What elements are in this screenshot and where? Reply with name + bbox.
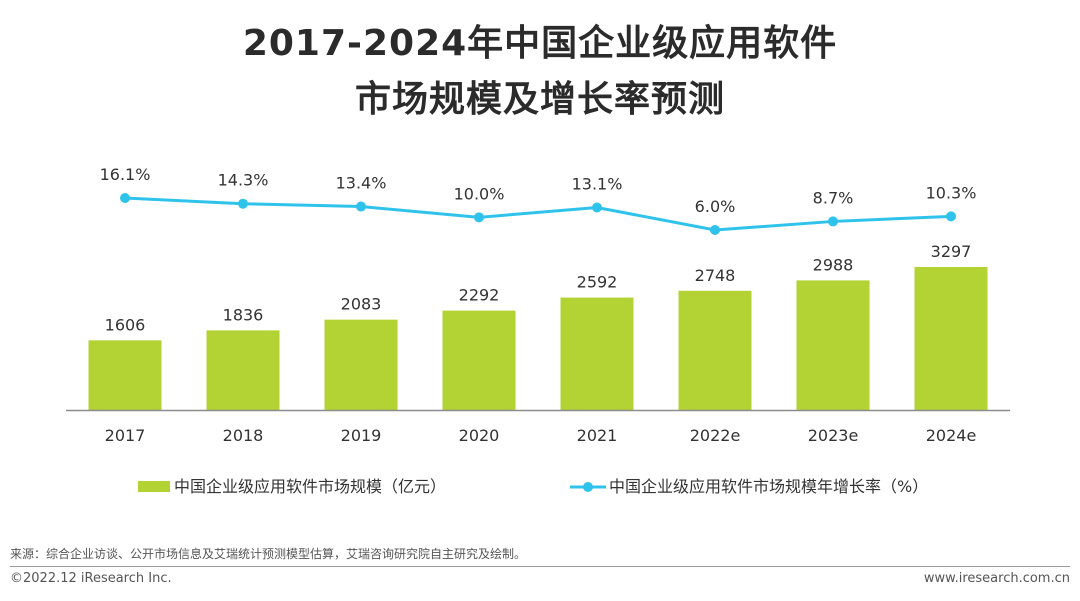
- growth-rate-point: [356, 201, 366, 212]
- source-note: 来源：综合企业访谈、公开市场信息及艾瑞统计预测模型估算，艾瑞咨询研究院自主研究及…: [10, 547, 527, 561]
- growth-rate-label: 10.3%: [926, 183, 977, 202]
- growth-rate-line: [124, 196, 952, 232]
- bar-value-label: 1606: [105, 315, 146, 334]
- legend-item-line: 中国企业级应用软件市场规模年增长率（%）: [570, 477, 928, 496]
- growth-rate-point: [238, 198, 248, 209]
- x-tick-label: 2019: [341, 426, 382, 445]
- bar: [796, 280, 870, 410]
- x-tick-label: 2018: [223, 426, 264, 445]
- growth-rate-point: [474, 212, 484, 223]
- growth-rate-label: 13.1%: [572, 174, 623, 193]
- growth-rate-label: 16.1%: [100, 165, 151, 184]
- growth-rate-point: [828, 216, 838, 227]
- bar: [88, 340, 162, 410]
- bar-value-label: 2083: [341, 295, 382, 314]
- growth-rate-label: 8.7%: [813, 188, 854, 207]
- growth-rate-point: [946, 211, 956, 222]
- legend-item-bar: 中国企业级应用软件市场规模（亿元）: [138, 477, 446, 496]
- legend-swatch-bar: [138, 481, 170, 492]
- growth-rate-point: [120, 192, 130, 203]
- growth-rate-label: 10.0%: [454, 184, 505, 203]
- combo-chart: 1606 1836 2083 2292 2592 2748 2988 3297 2017 201…: [66, 165, 1010, 496]
- growth-rate-label: 13.4%: [336, 174, 387, 193]
- legend-label-line: 中国企业级应用软件市场规模年增长率（%）: [609, 477, 928, 496]
- growth-rate-label: 6.0%: [695, 197, 736, 216]
- growth-rate-label: 14.3%: [218, 171, 269, 190]
- bar: [914, 267, 988, 410]
- x-tick-label: 2017: [105, 426, 146, 445]
- x-tick-label: 2020: [459, 426, 500, 445]
- x-tick-label: 2021: [577, 426, 618, 445]
- bar-value-label: 2592: [577, 273, 618, 292]
- copyright-text: ©2022.12 iResearch Inc.: [10, 571, 172, 586]
- bar: [678, 290, 752, 410]
- growth-rate-point: [592, 202, 602, 213]
- bar: [442, 310, 516, 410]
- bar-value-label: 3297: [931, 242, 972, 261]
- legend-label-bar: 中国企业级应用软件市场规模（亿元）: [174, 477, 446, 496]
- bar-value-label: 1836: [223, 305, 264, 324]
- bar: [560, 297, 634, 410]
- website-link[interactable]: www.iresearch.com.cn: [923, 571, 1070, 586]
- x-tick-label: 2022e: [690, 426, 741, 445]
- x-tick-label: 2023e: [808, 426, 859, 445]
- x-tick-label: 2024e: [926, 426, 977, 445]
- bar: [206, 330, 280, 410]
- footer-divider: [10, 566, 1070, 567]
- page-title-line-2: 市场规模及增长率预测: [354, 79, 725, 120]
- legend-swatch-point: [583, 482, 593, 492]
- growth-rate-point: [710, 224, 720, 235]
- bar: [324, 319, 398, 410]
- bar-value-label: 2748: [695, 266, 736, 285]
- page-title-line-1: 2017-2024年中国企业级应用软件: [242, 23, 838, 64]
- bar-value-label: 2988: [813, 255, 854, 274]
- bar-value-label: 2292: [459, 286, 500, 305]
